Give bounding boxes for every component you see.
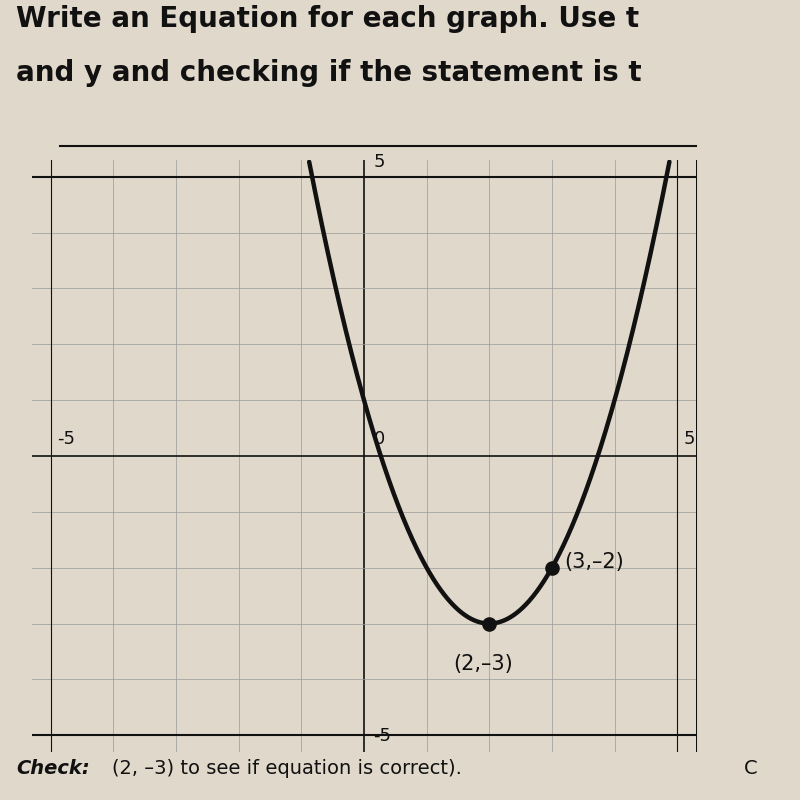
Text: -5: -5 (374, 727, 391, 745)
Text: (2,–3): (2,–3) (453, 654, 513, 674)
Text: (3,–2): (3,–2) (565, 552, 624, 572)
Text: and y and checking if the statement is t: and y and checking if the statement is t (16, 59, 642, 87)
Text: Write an Equation for each graph. Use t: Write an Equation for each graph. Use t (16, 6, 639, 34)
Text: C: C (744, 759, 758, 778)
Text: 0: 0 (374, 430, 385, 448)
Point (483, 617, 496, 630)
Text: (2, –3) to see if equation is correct).: (2, –3) to see if equation is correct). (112, 759, 462, 778)
Text: Check:: Check: (16, 759, 90, 778)
Text: -5: -5 (57, 430, 75, 448)
Text: 5: 5 (683, 430, 695, 448)
Text: 5: 5 (374, 153, 385, 171)
Point (546, 562, 558, 574)
